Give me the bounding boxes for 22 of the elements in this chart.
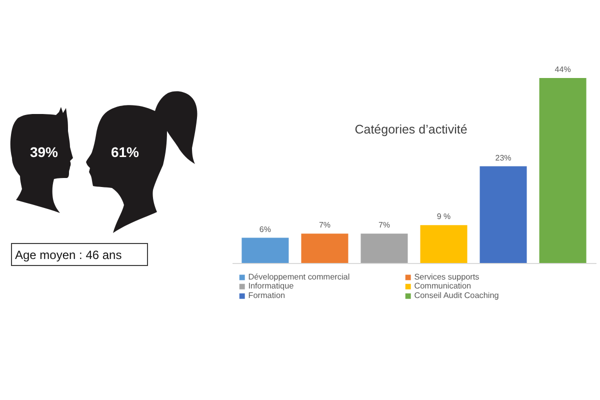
bar (539, 78, 586, 263)
legend-label: Développement commercial (248, 272, 350, 282)
data-label: 44% (554, 65, 571, 74)
data-label: 9 % (436, 212, 451, 222)
bar (301, 234, 348, 263)
bar (420, 225, 468, 263)
legend-label: Formation (248, 291, 286, 300)
data-label: 23% (495, 153, 512, 162)
bar (480, 166, 527, 263)
text: Age moyen : 46 ans (15, 248, 122, 262)
data-label: 7% (318, 220, 331, 230)
text: Catégories d’activité (354, 122, 468, 136)
legend-label: Informatique (248, 282, 294, 291)
data-label: 7% (378, 220, 390, 230)
legend-label: Services supports (414, 272, 480, 282)
text: 61% (110, 144, 140, 160)
bar (360, 234, 408, 263)
bar (242, 238, 289, 263)
text: 39% (30, 144, 59, 160)
data-label: 6% (259, 224, 271, 234)
legend-label: Communication (414, 282, 472, 291)
legend-label: Conseil Audit Coaching (414, 291, 500, 300)
